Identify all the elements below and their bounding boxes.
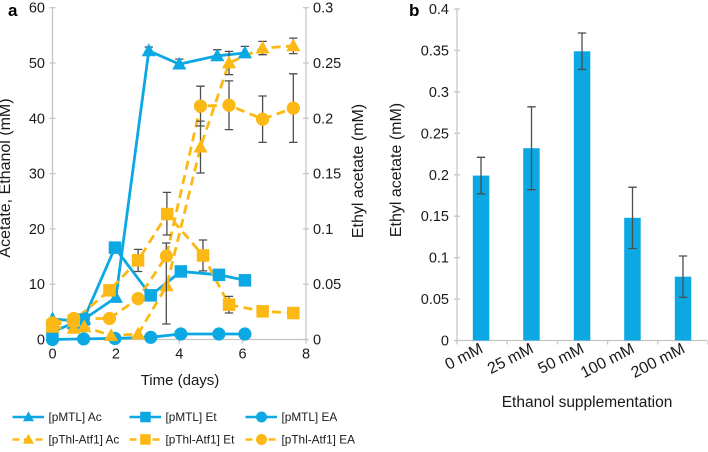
svg-text:0.3: 0.3 — [313, 1, 333, 17]
svg-text:8: 8 — [302, 347, 310, 363]
svg-text:a: a — [8, 1, 18, 20]
svg-text:0.4: 0.4 — [429, 2, 449, 18]
svg-text:50: 50 — [29, 56, 45, 72]
svg-text:0: 0 — [313, 333, 321, 349]
svg-text:0: 0 — [37, 333, 45, 349]
svg-text:0.15: 0.15 — [313, 167, 341, 183]
svg-text:0.05: 0.05 — [421, 292, 449, 308]
svg-text:4: 4 — [175, 347, 183, 363]
svg-text:20: 20 — [29, 222, 45, 238]
svg-text:2: 2 — [112, 347, 120, 363]
svg-text:0: 0 — [441, 334, 449, 350]
svg-text:0.2: 0.2 — [313, 111, 333, 127]
svg-text:[pThl-Atf1] EA: [pThl-Atf1] EA — [282, 433, 356, 447]
svg-text:0.1: 0.1 — [429, 251, 449, 267]
svg-text:0.1: 0.1 — [313, 222, 333, 238]
svg-text:[pThl-Atf1] Et: [pThl-Atf1] Et — [166, 433, 236, 447]
svg-text:b: b — [409, 1, 419, 20]
svg-text:Acetate, Ethanol (mM): Acetate, Ethanol (mM) — [0, 98, 14, 257]
svg-text:0: 0 — [48, 347, 56, 363]
svg-text:0.05: 0.05 — [313, 277, 341, 293]
svg-text:[pMTL] Et: [pMTL] Et — [166, 410, 218, 424]
svg-text:0.15: 0.15 — [421, 209, 449, 225]
svg-text:0.25: 0.25 — [421, 126, 449, 142]
svg-text:Ethyl acetate (mM): Ethyl acetate (mM) — [350, 104, 367, 238]
svg-text:[pMTL] EA: [pMTL] EA — [282, 410, 338, 424]
svg-text:Ethanol supplementation: Ethanol supplementation — [502, 394, 673, 411]
svg-text:0.25: 0.25 — [313, 56, 341, 72]
svg-text:Ethyl acetate (mM): Ethyl acetate (mM) — [388, 103, 405, 237]
svg-text:0.2: 0.2 — [429, 168, 449, 184]
svg-text:10: 10 — [29, 277, 45, 293]
svg-text:40: 40 — [29, 111, 45, 127]
svg-text:Time (days): Time (days) — [141, 372, 220, 389]
svg-text:[pMTL] Ac: [pMTL] Ac — [49, 410, 102, 424]
svg-text:60: 60 — [29, 1, 45, 17]
svg-text:0.35: 0.35 — [421, 43, 449, 59]
svg-text:30: 30 — [29, 167, 45, 183]
svg-text:[pThl-Atf1] Ac: [pThl-Atf1] Ac — [49, 433, 120, 447]
svg-text:0.3: 0.3 — [429, 85, 449, 101]
svg-text:6: 6 — [239, 347, 247, 363]
